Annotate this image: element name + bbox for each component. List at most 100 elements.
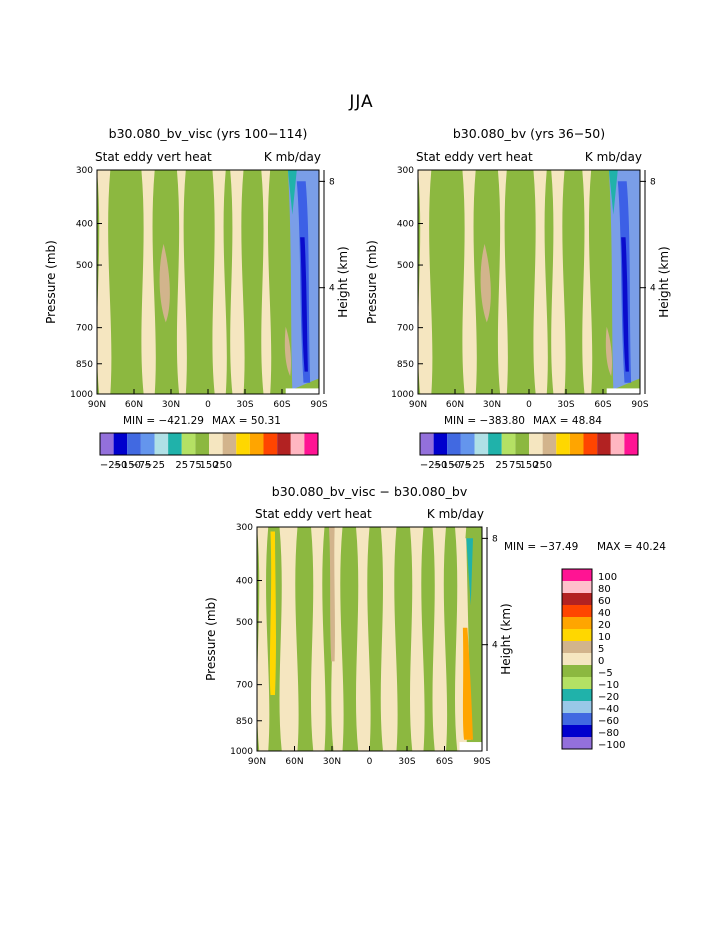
plot-title: b30.080_bv_visc − b30.080_bv xyxy=(272,484,468,499)
contour-band-negative xyxy=(608,170,618,215)
colorbar-swatch xyxy=(515,433,529,455)
contour-band-positive xyxy=(480,243,491,323)
colorbar-swatch xyxy=(127,433,141,455)
colorbar-label: 250 xyxy=(533,460,552,471)
page-title: JJA xyxy=(349,92,374,112)
colorbar-swatch xyxy=(562,593,592,605)
colorbar-label: 250 xyxy=(213,460,232,471)
colorbar-label: −25 xyxy=(464,460,485,471)
y-axis-label: Pressure (mb) xyxy=(365,240,379,324)
colorbar-swatch xyxy=(562,665,592,677)
colorbar-swatch xyxy=(154,433,169,455)
x-tick-label: 90S xyxy=(310,400,327,410)
colorbar-swatch xyxy=(488,433,502,455)
y-tick-label: 850 xyxy=(236,717,253,727)
contour-band xyxy=(533,170,548,394)
colorbar-frame xyxy=(99,432,319,456)
colorbar-label: 150 xyxy=(199,460,218,471)
y-axis-label: Pressure (mb) xyxy=(44,240,58,324)
max-value: MAX = 50.31 xyxy=(212,415,281,427)
plot-subtitle-right: K mb/day xyxy=(585,150,642,164)
missing-data xyxy=(606,388,640,394)
x-tick-label: 60S xyxy=(436,757,453,767)
contour-band-negative xyxy=(466,538,473,606)
colorbar-label: −75 xyxy=(450,460,471,471)
colorbar-swatch xyxy=(610,433,625,455)
x-tick-label: 60N xyxy=(125,400,143,410)
contour-band xyxy=(462,170,477,394)
x-tick-label: 60N xyxy=(285,757,303,767)
y-tick-label: 300 xyxy=(236,523,253,533)
y2-tick-label: 8 xyxy=(492,534,498,544)
y2-axis-label: Height (km) xyxy=(336,246,350,317)
colorbar-swatch xyxy=(304,433,318,455)
colorbar-label: −80 xyxy=(598,728,619,739)
colorbar-label: −20 xyxy=(598,692,619,703)
y-tick-label: 1000 xyxy=(230,747,253,757)
colorbar-label: −100 xyxy=(598,740,625,751)
contour-band xyxy=(410,527,425,751)
colorbar-swatch xyxy=(597,433,611,455)
colorbar-label: −75 xyxy=(130,460,151,471)
y-tick-label: 700 xyxy=(397,324,414,334)
colorbar-label: 75 xyxy=(189,460,202,471)
contour-band xyxy=(230,170,245,394)
y-tick-label: 300 xyxy=(76,166,93,176)
plot-subtitle-left: Stat eddy vert heat xyxy=(95,150,212,164)
colorbar-swatch xyxy=(209,433,223,455)
plot-subtitle-left: Stat eddy vert heat xyxy=(416,150,533,164)
colorbar-swatch xyxy=(569,433,584,455)
plot-title: b30.080_bv_visc (yrs 100−114) xyxy=(109,126,308,141)
min-value: MIN = −421.29 xyxy=(123,415,204,427)
colorbar-swatch xyxy=(222,433,237,455)
y-tick-label: 400 xyxy=(236,577,253,587)
y-tick-label: 500 xyxy=(397,261,414,271)
contour-band xyxy=(97,170,112,394)
colorbar-swatch xyxy=(140,433,155,455)
x-tick-label: 0 xyxy=(205,400,211,410)
colorbar-swatch xyxy=(447,433,461,455)
y2-tick-label: 4 xyxy=(650,284,656,294)
y-axis-label: Pressure (mb) xyxy=(204,597,218,681)
x-tick-label: 30N xyxy=(162,400,180,410)
colorbar-swatch xyxy=(290,433,305,455)
colorbar-swatch xyxy=(168,433,182,455)
colorbar-label: 10 xyxy=(598,632,611,643)
colorbar-swatch xyxy=(501,433,516,455)
colorbar-swatch xyxy=(474,433,489,455)
y-tick-label: 500 xyxy=(76,261,93,271)
missing-data xyxy=(459,742,482,751)
x-tick-label: 90N xyxy=(248,757,266,767)
contour-band-positive xyxy=(329,527,335,662)
colorbar-label: 75 xyxy=(509,460,522,471)
colorbar-swatch xyxy=(529,433,543,455)
colorbar-swatch xyxy=(100,433,114,455)
colorbar-swatch xyxy=(562,581,592,593)
x-tick-label: 30S xyxy=(557,400,574,410)
x-tick-label: 30N xyxy=(483,400,501,410)
contour-band xyxy=(432,527,448,751)
y-tick-label: 850 xyxy=(397,360,414,370)
contour-band xyxy=(582,170,593,394)
min-value: MIN = −37.49 xyxy=(504,541,578,553)
x-tick-label: 60N xyxy=(446,400,464,410)
x-tick-label: 30S xyxy=(236,400,253,410)
colorbar-swatch xyxy=(562,725,592,737)
contour-band xyxy=(551,170,566,394)
colorbar-label: −60 xyxy=(598,716,619,727)
colorbar-label: −25 xyxy=(144,460,165,471)
colorbar-swatch xyxy=(460,433,475,455)
x-tick-label: 30N xyxy=(323,757,341,767)
contour-band-positive xyxy=(284,326,292,377)
plot-subtitle-right: K mb/day xyxy=(427,507,484,521)
y-tick-label: 1000 xyxy=(70,390,93,400)
contour-band-positive xyxy=(462,627,473,740)
contour-band xyxy=(141,170,156,394)
contour-band xyxy=(418,170,433,394)
colorbar-label: −250 xyxy=(100,460,127,471)
colorbar-label: −40 xyxy=(598,704,619,715)
x-tick-label: 0 xyxy=(367,757,373,767)
colorbar-frame xyxy=(419,432,639,456)
